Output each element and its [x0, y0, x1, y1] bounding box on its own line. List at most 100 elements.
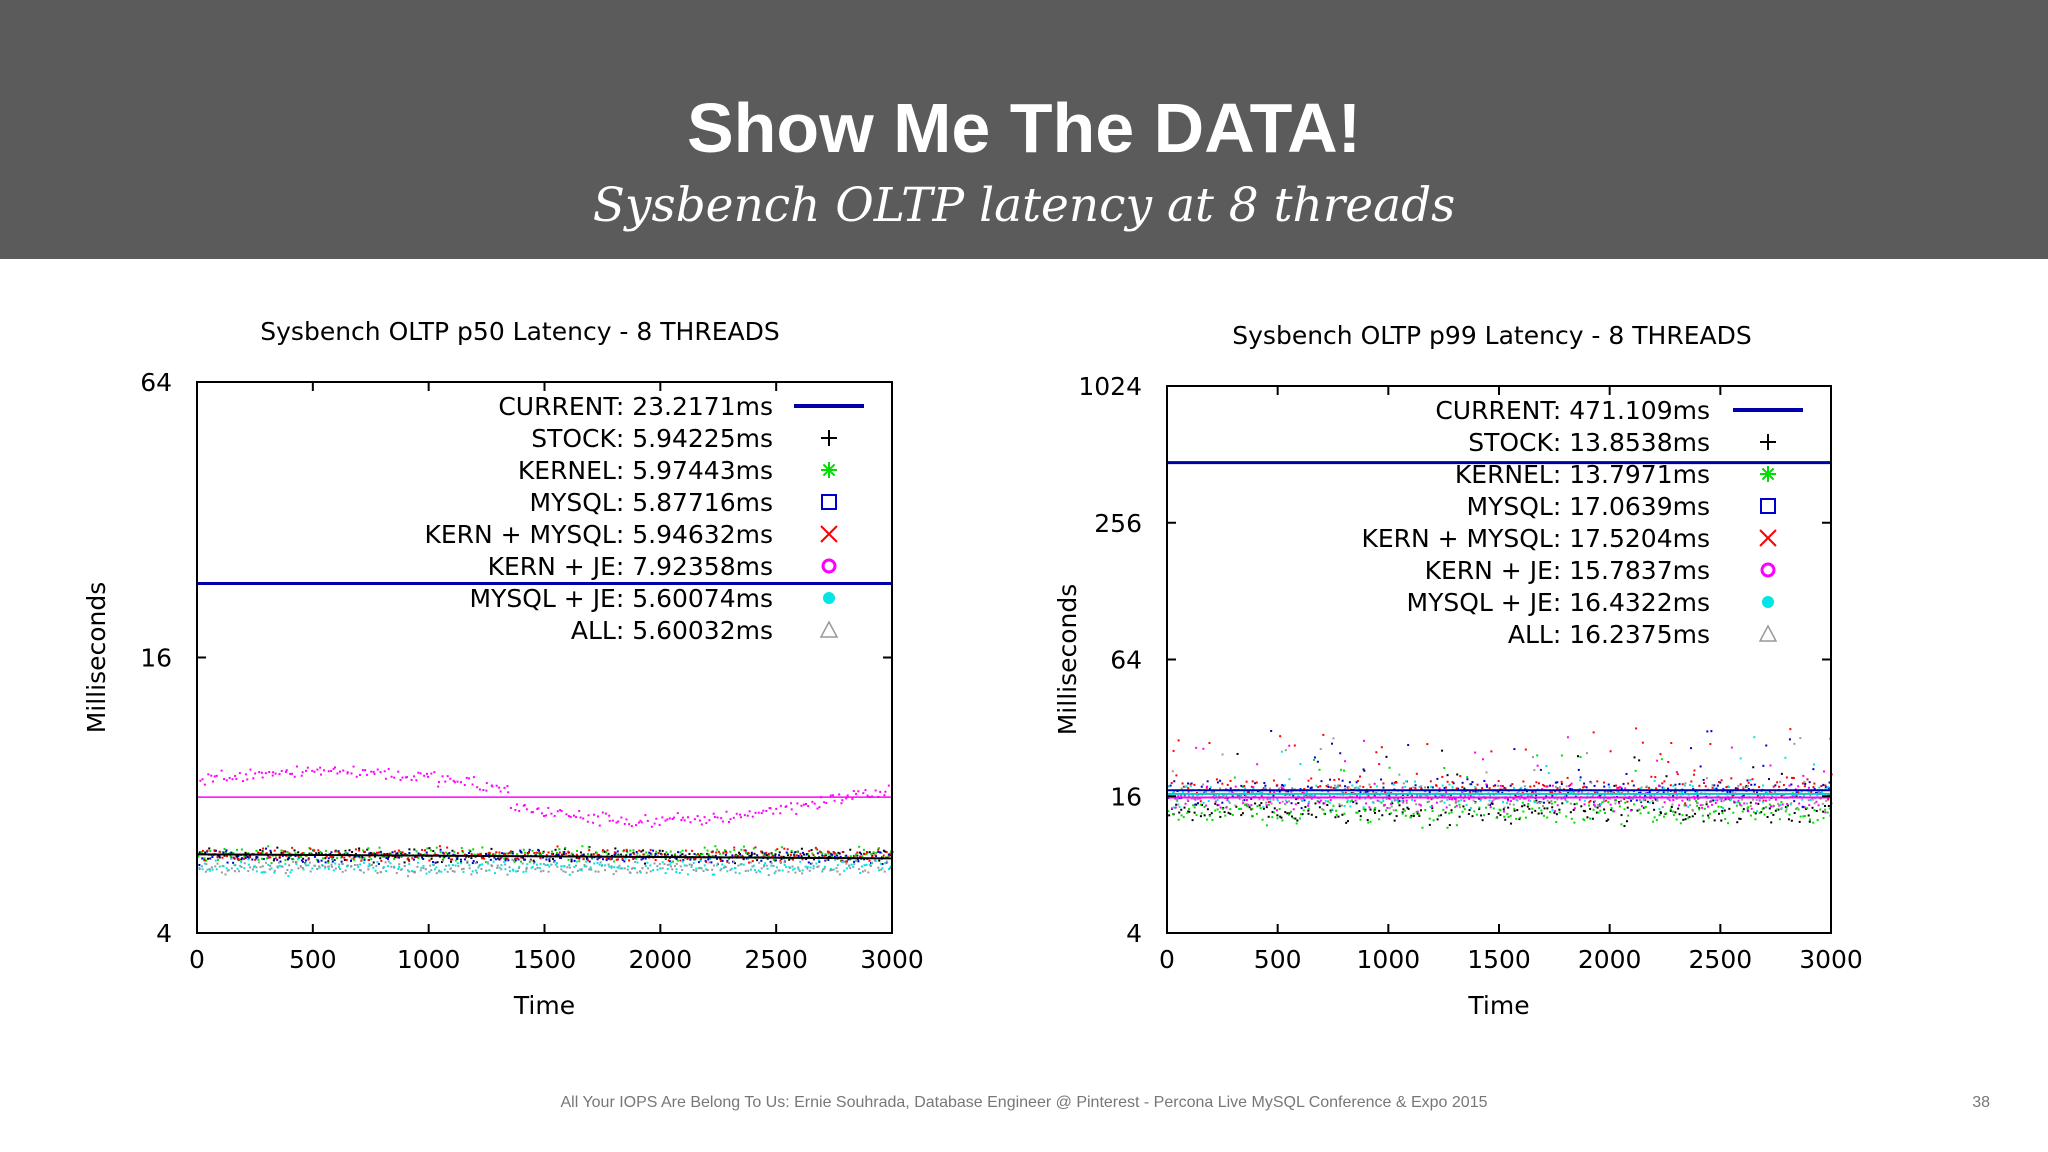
data-point — [1785, 788, 1788, 791]
data-point — [305, 864, 308, 867]
data-point — [356, 863, 359, 866]
data-point — [1409, 787, 1412, 790]
data-point — [702, 870, 705, 873]
data-point — [792, 858, 795, 861]
data-point — [827, 852, 830, 855]
data-point — [327, 770, 330, 773]
data-point — [1441, 784, 1444, 787]
data-point — [1493, 798, 1496, 801]
data-point — [789, 853, 792, 856]
data-point — [1311, 795, 1314, 798]
data-point — [203, 859, 206, 862]
data-point — [272, 771, 275, 774]
data-point — [1648, 786, 1651, 789]
data-point — [1816, 794, 1819, 797]
data-point — [751, 860, 754, 863]
data-point — [705, 860, 708, 863]
data-point — [416, 865, 419, 868]
data-point — [673, 816, 676, 819]
data-point — [1171, 812, 1174, 815]
data-point — [1549, 791, 1552, 794]
data-point — [1616, 787, 1619, 790]
data-point — [1476, 783, 1479, 786]
data-point — [1569, 802, 1572, 805]
data-point — [1409, 816, 1412, 819]
data-point — [1184, 802, 1187, 805]
data-point — [1297, 795, 1300, 798]
data-point — [672, 860, 675, 863]
data-point — [1753, 783, 1756, 786]
data-point — [327, 860, 330, 863]
data-point — [333, 766, 336, 769]
data-point — [240, 857, 243, 860]
data-point — [1699, 804, 1702, 807]
data-point — [1579, 779, 1582, 782]
data-point — [264, 861, 267, 864]
data-point — [1503, 815, 1506, 818]
data-point — [636, 852, 639, 855]
data-point — [1798, 820, 1801, 823]
data-point — [615, 821, 618, 824]
data-point — [330, 770, 333, 773]
data-point — [1429, 780, 1432, 783]
data-point — [389, 862, 392, 865]
data-point — [588, 849, 591, 852]
data-point — [1807, 799, 1810, 802]
data-point — [1689, 783, 1692, 786]
data-point — [1730, 798, 1733, 801]
data-point — [758, 861, 761, 864]
data-point — [1534, 790, 1537, 793]
data-point — [1696, 804, 1699, 807]
data-point — [439, 848, 442, 851]
data-point — [1443, 786, 1446, 789]
data-point — [695, 867, 698, 870]
data-point — [1589, 799, 1592, 802]
data-point — [242, 857, 245, 860]
data-point — [320, 773, 323, 776]
data-point — [666, 863, 669, 866]
data-point — [1627, 790, 1630, 793]
data-point — [1458, 803, 1461, 806]
data-point — [1479, 799, 1482, 802]
data-point — [436, 861, 439, 864]
data-point — [232, 856, 235, 859]
data-point — [276, 865, 279, 868]
data-point — [719, 869, 722, 872]
data-point — [1474, 787, 1477, 790]
data-point — [1175, 798, 1178, 801]
x-tick-label: 1500 — [1467, 945, 1531, 974]
data-point — [1681, 814, 1684, 817]
data-point — [1392, 783, 1395, 786]
data-point — [1385, 755, 1388, 758]
data-point — [1263, 781, 1266, 784]
data-point — [843, 869, 846, 872]
x-tick-label: 0 — [189, 945, 205, 974]
data-point — [706, 849, 709, 852]
data-point — [1508, 803, 1511, 806]
data-point — [1340, 768, 1343, 771]
data-point — [779, 860, 782, 863]
data-point — [1531, 811, 1534, 814]
data-point — [385, 857, 388, 860]
data-point — [1584, 810, 1587, 813]
data-point — [1603, 799, 1606, 802]
data-point — [461, 851, 464, 854]
data-point — [739, 853, 742, 856]
data-point — [520, 856, 523, 859]
data-point — [511, 858, 514, 861]
data-point — [1483, 814, 1486, 817]
data-point — [1564, 799, 1567, 802]
data-point — [633, 867, 636, 870]
data-point — [236, 867, 239, 870]
data-point — [796, 802, 799, 805]
data-point — [1295, 822, 1298, 825]
data-point — [1312, 758, 1315, 761]
data-point — [284, 872, 287, 875]
data-point — [1367, 794, 1370, 797]
data-point — [642, 849, 645, 852]
data-point — [1728, 797, 1731, 800]
data-point — [1385, 798, 1388, 801]
data-point — [1593, 784, 1596, 787]
data-point — [1675, 797, 1678, 800]
data-point — [1732, 811, 1735, 814]
